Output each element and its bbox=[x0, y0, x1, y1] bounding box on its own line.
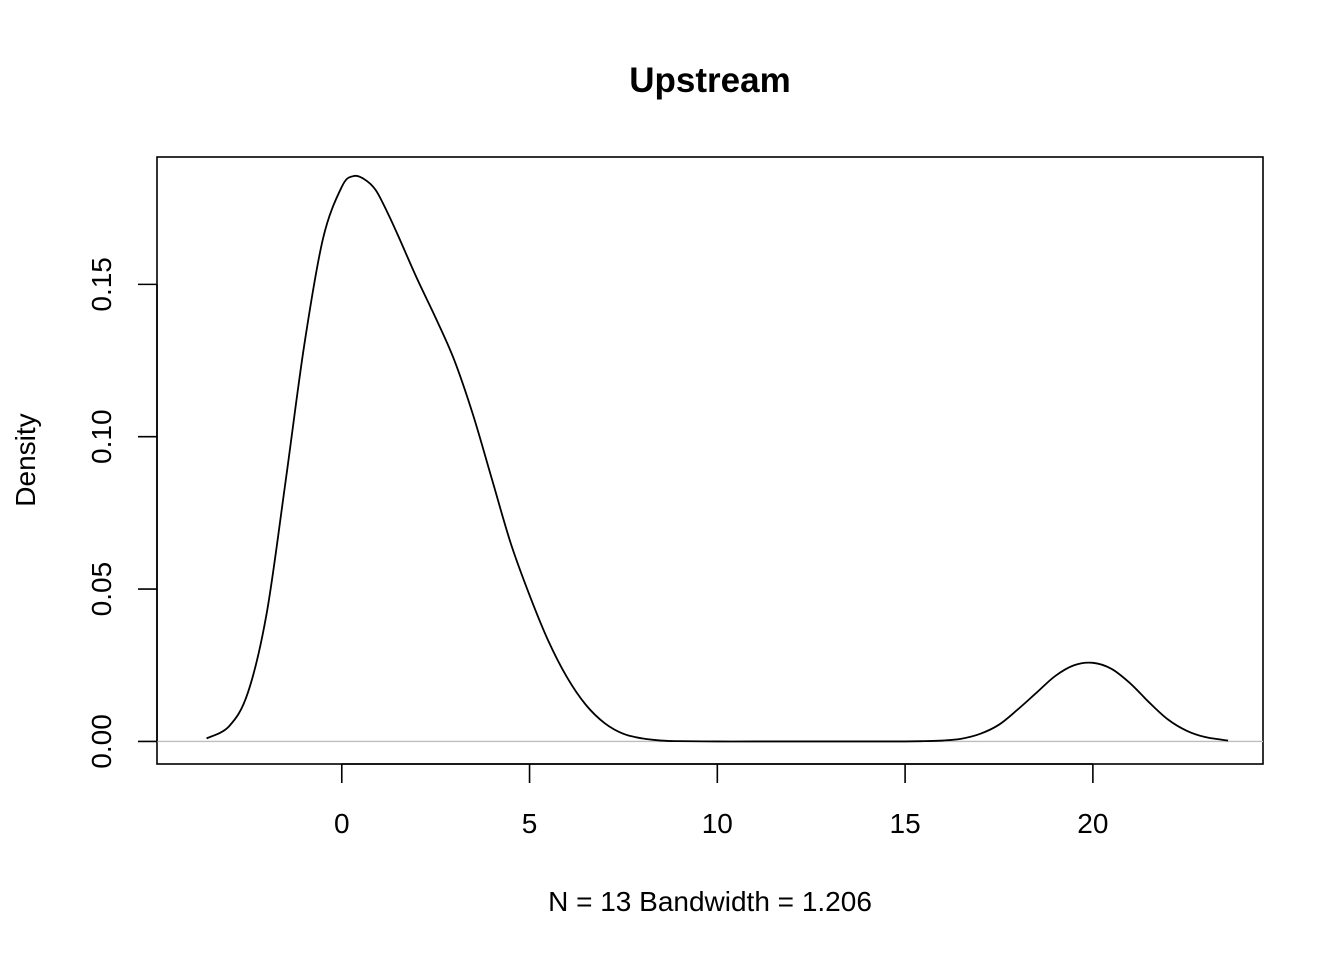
plot-frame bbox=[156, 156, 1264, 765]
y-tick-label: 0.05 bbox=[86, 562, 117, 617]
y-tick-label: 0.00 bbox=[86, 714, 117, 769]
x-tick-label: 5 bbox=[522, 808, 538, 839]
x-tick-label: 0 bbox=[334, 808, 350, 839]
x-tick-label: 20 bbox=[1077, 808, 1108, 839]
x-tick-label: 10 bbox=[702, 808, 733, 839]
y-tick-label: 0.10 bbox=[86, 409, 117, 464]
x-axis: 0 5 10 15 20 bbox=[334, 763, 1108, 839]
y-tick-label: 0.15 bbox=[86, 257, 117, 312]
y-axis: 0.00 0.05 0.10 0.15 bbox=[86, 257, 158, 769]
x-axis-label: N = 13 Bandwidth = 1.206 bbox=[548, 886, 872, 917]
density-curve bbox=[206, 174, 1229, 743]
x-tick-label: 15 bbox=[890, 808, 921, 839]
y-axis-label: Density bbox=[10, 413, 41, 506]
chart-title: Upstream bbox=[629, 61, 790, 100]
